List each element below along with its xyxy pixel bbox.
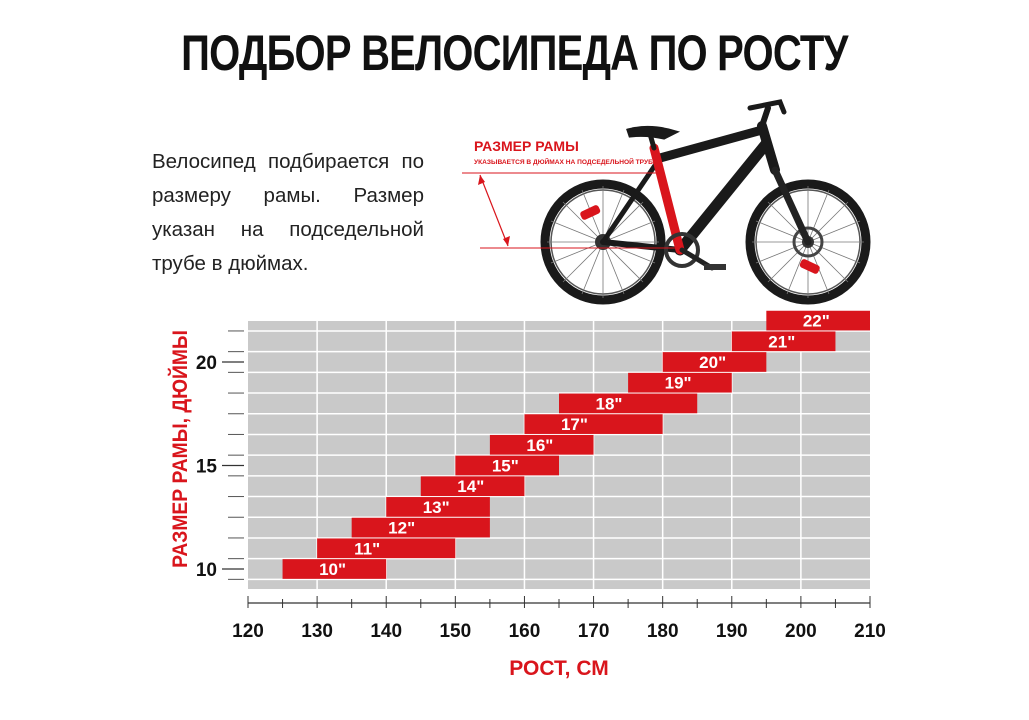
bar xyxy=(317,538,456,559)
bicycle-icon: РАЗМЕР РАМЫ УКАЗЫВАЕТСЯ В ДЮЙМАХ НА ПОДС… xyxy=(462,99,871,305)
bar xyxy=(628,372,732,393)
bar-label: 16" xyxy=(526,436,553,455)
bar xyxy=(559,393,698,414)
x-tick-label: 120 xyxy=(232,621,264,642)
y-axis: 10 15 20 xyxy=(196,330,244,581)
x-tick-label: 210 xyxy=(854,621,886,642)
x-tick-label: 190 xyxy=(716,621,748,642)
x-tick-label: 200 xyxy=(785,621,817,642)
bar xyxy=(282,559,387,579)
bar xyxy=(524,414,663,434)
bar xyxy=(455,455,559,476)
bar xyxy=(489,434,594,455)
x-tick-label: 150 xyxy=(439,621,471,642)
page-title: ПОДБОР ВЕЛОСИПЕДА ПО РОСТУ xyxy=(181,25,848,81)
bar-label: 14" xyxy=(457,477,484,496)
bar-label: 13" xyxy=(423,498,450,517)
grid-lines xyxy=(248,321,870,589)
frame-label: РАЗМЕР РАМЫ xyxy=(474,138,579,154)
bar xyxy=(731,331,836,352)
bar xyxy=(766,310,870,331)
x-tick-label: 130 xyxy=(301,621,333,642)
bike-frame xyxy=(600,99,812,271)
bar xyxy=(420,476,525,497)
bar-label: 17" xyxy=(561,415,588,434)
y-tick-label: 20 xyxy=(196,353,217,374)
y-axis-label: РАЗМЕР РАМЫ, ДЮЙМЫ xyxy=(167,330,192,568)
bar-label: 15" xyxy=(492,457,519,476)
y-tick-label: 15 xyxy=(196,457,218,478)
bar-label: 11" xyxy=(354,539,380,558)
bike-illustration: РАЗМЕР РАМЫ УКАЗЫВАЕТСЯ В ДЮЙМАХ НА ПОДС… xyxy=(450,90,880,310)
bar-label: 21" xyxy=(768,332,795,351)
x-axis-label: РОСТ, СМ xyxy=(509,657,608,680)
bar-label: 20" xyxy=(699,353,726,372)
y-tick-label: 10 xyxy=(196,560,217,581)
bar-label: 22" xyxy=(803,312,830,331)
x-tick-label: 170 xyxy=(578,621,610,642)
bar-label: 18" xyxy=(596,394,623,413)
bar xyxy=(351,517,490,538)
bar-label: 12" xyxy=(388,519,415,538)
bar xyxy=(662,352,767,372)
frame-size-annotation xyxy=(462,172,680,249)
intro-text: Велосипед подбирается по размеру рамы. Р… xyxy=(152,150,424,275)
bar xyxy=(386,497,490,517)
x-tick-label: 140 xyxy=(370,621,402,642)
x-tick-label: 180 xyxy=(647,621,679,642)
x-axis: 120 130 140 150 160 170 180 190 200 210 xyxy=(232,596,886,642)
bar-label: 19" xyxy=(665,374,692,393)
bar-label: 10" xyxy=(319,560,346,579)
bars: 10" 11" 12" 13" 14" 15" 16" 17" 18" 19" 20" 21" 22" xyxy=(282,310,870,579)
frame-sublabel: УКАЗЫВАЕТСЯ В ДЮЙМАХ НА ПОДСЕДЕЛЬНОЙ ТРУ… xyxy=(474,157,658,166)
x-tick-label: 160 xyxy=(509,621,541,642)
